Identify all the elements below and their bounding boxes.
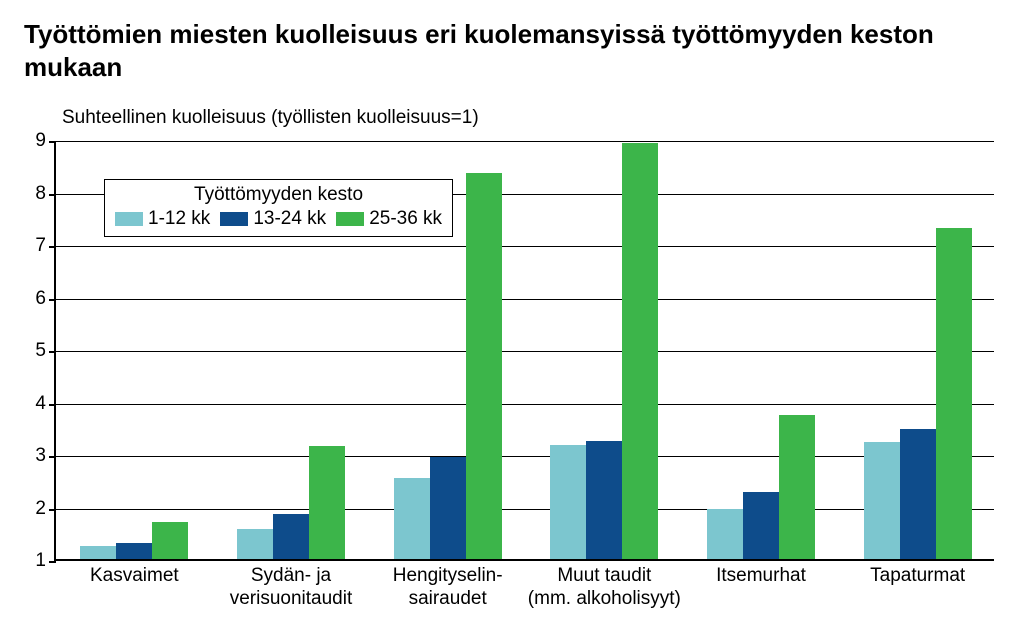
bar — [237, 529, 273, 559]
y-tick — [49, 404, 56, 406]
bar-group: Itsemurhat — [683, 141, 840, 559]
y-tick-label: 4 — [24, 393, 46, 415]
legend-title: Työttömyyden kesto — [115, 184, 442, 206]
category-label: Sydän- ja verisuonitaudit — [230, 565, 353, 611]
bar — [707, 509, 743, 559]
bar — [779, 415, 815, 559]
y-tick-label: 5 — [24, 340, 46, 362]
bar — [466, 173, 502, 559]
category-label: Kasvaimet — [90, 565, 179, 588]
bar-group: Tapaturmat — [839, 141, 996, 559]
category-label: Itsemurhat — [716, 565, 806, 588]
legend-item: 1-12 kk — [115, 208, 210, 230]
y-tick-label: 9 — [24, 130, 46, 152]
y-tick-label: 7 — [24, 235, 46, 257]
legend: Työttömyyden kesto 1-12 kk 13-24 kk 25-36 … — [104, 179, 453, 237]
legend-items: 1-12 kk 13-24 kk 25-36 kk — [115, 208, 442, 230]
bar — [936, 228, 972, 559]
bar — [743, 492, 779, 559]
legend-swatch — [220, 212, 248, 226]
category-label: Hengityselin- sairaudet — [393, 565, 503, 611]
y-tick — [49, 561, 56, 563]
y-tick-label: 3 — [24, 445, 46, 467]
bar — [80, 546, 116, 559]
legend-swatch — [336, 212, 364, 226]
bar — [309, 446, 345, 559]
y-tick — [49, 351, 56, 353]
y-tick — [49, 246, 56, 248]
bar — [550, 445, 586, 559]
chart-title: Työttömien miesten kuolleisuus eri kuole… — [24, 18, 1000, 83]
y-axis-subtitle: Suhteellinen kuolleisuus (työllisten kuo… — [62, 107, 479, 129]
chart-container: Suhteellinen kuolleisuus (työllisten kuo… — [24, 101, 1000, 611]
legend-label: 1-12 kk — [148, 208, 210, 230]
bar — [152, 522, 188, 559]
bar — [394, 478, 430, 559]
legend-label: 25-36 kk — [369, 208, 442, 230]
legend-swatch — [115, 212, 143, 226]
bar — [864, 442, 900, 559]
bar — [900, 429, 936, 559]
bar-group: Muut taudit (mm. alkoholisyyt) — [526, 141, 683, 559]
y-tick-label: 1 — [24, 550, 46, 572]
y-tick — [49, 299, 56, 301]
legend-item: 25-36 kk — [336, 208, 442, 230]
bar — [430, 457, 466, 559]
legend-item: 13-24 kk — [220, 208, 326, 230]
category-label: Tapaturmat — [870, 565, 965, 588]
bar — [116, 543, 152, 559]
category-label: Muut taudit (mm. alkoholisyyt) — [528, 565, 681, 611]
y-tick-label: 6 — [24, 288, 46, 310]
y-tick-label: 8 — [24, 183, 46, 205]
y-tick — [49, 456, 56, 458]
bar — [586, 441, 622, 559]
y-tick — [49, 141, 56, 143]
legend-label: 13-24 kk — [253, 208, 326, 230]
y-tick — [49, 509, 56, 511]
y-tick — [49, 194, 56, 196]
bar — [273, 514, 309, 559]
y-tick-label: 2 — [24, 498, 46, 520]
bar — [622, 143, 658, 559]
